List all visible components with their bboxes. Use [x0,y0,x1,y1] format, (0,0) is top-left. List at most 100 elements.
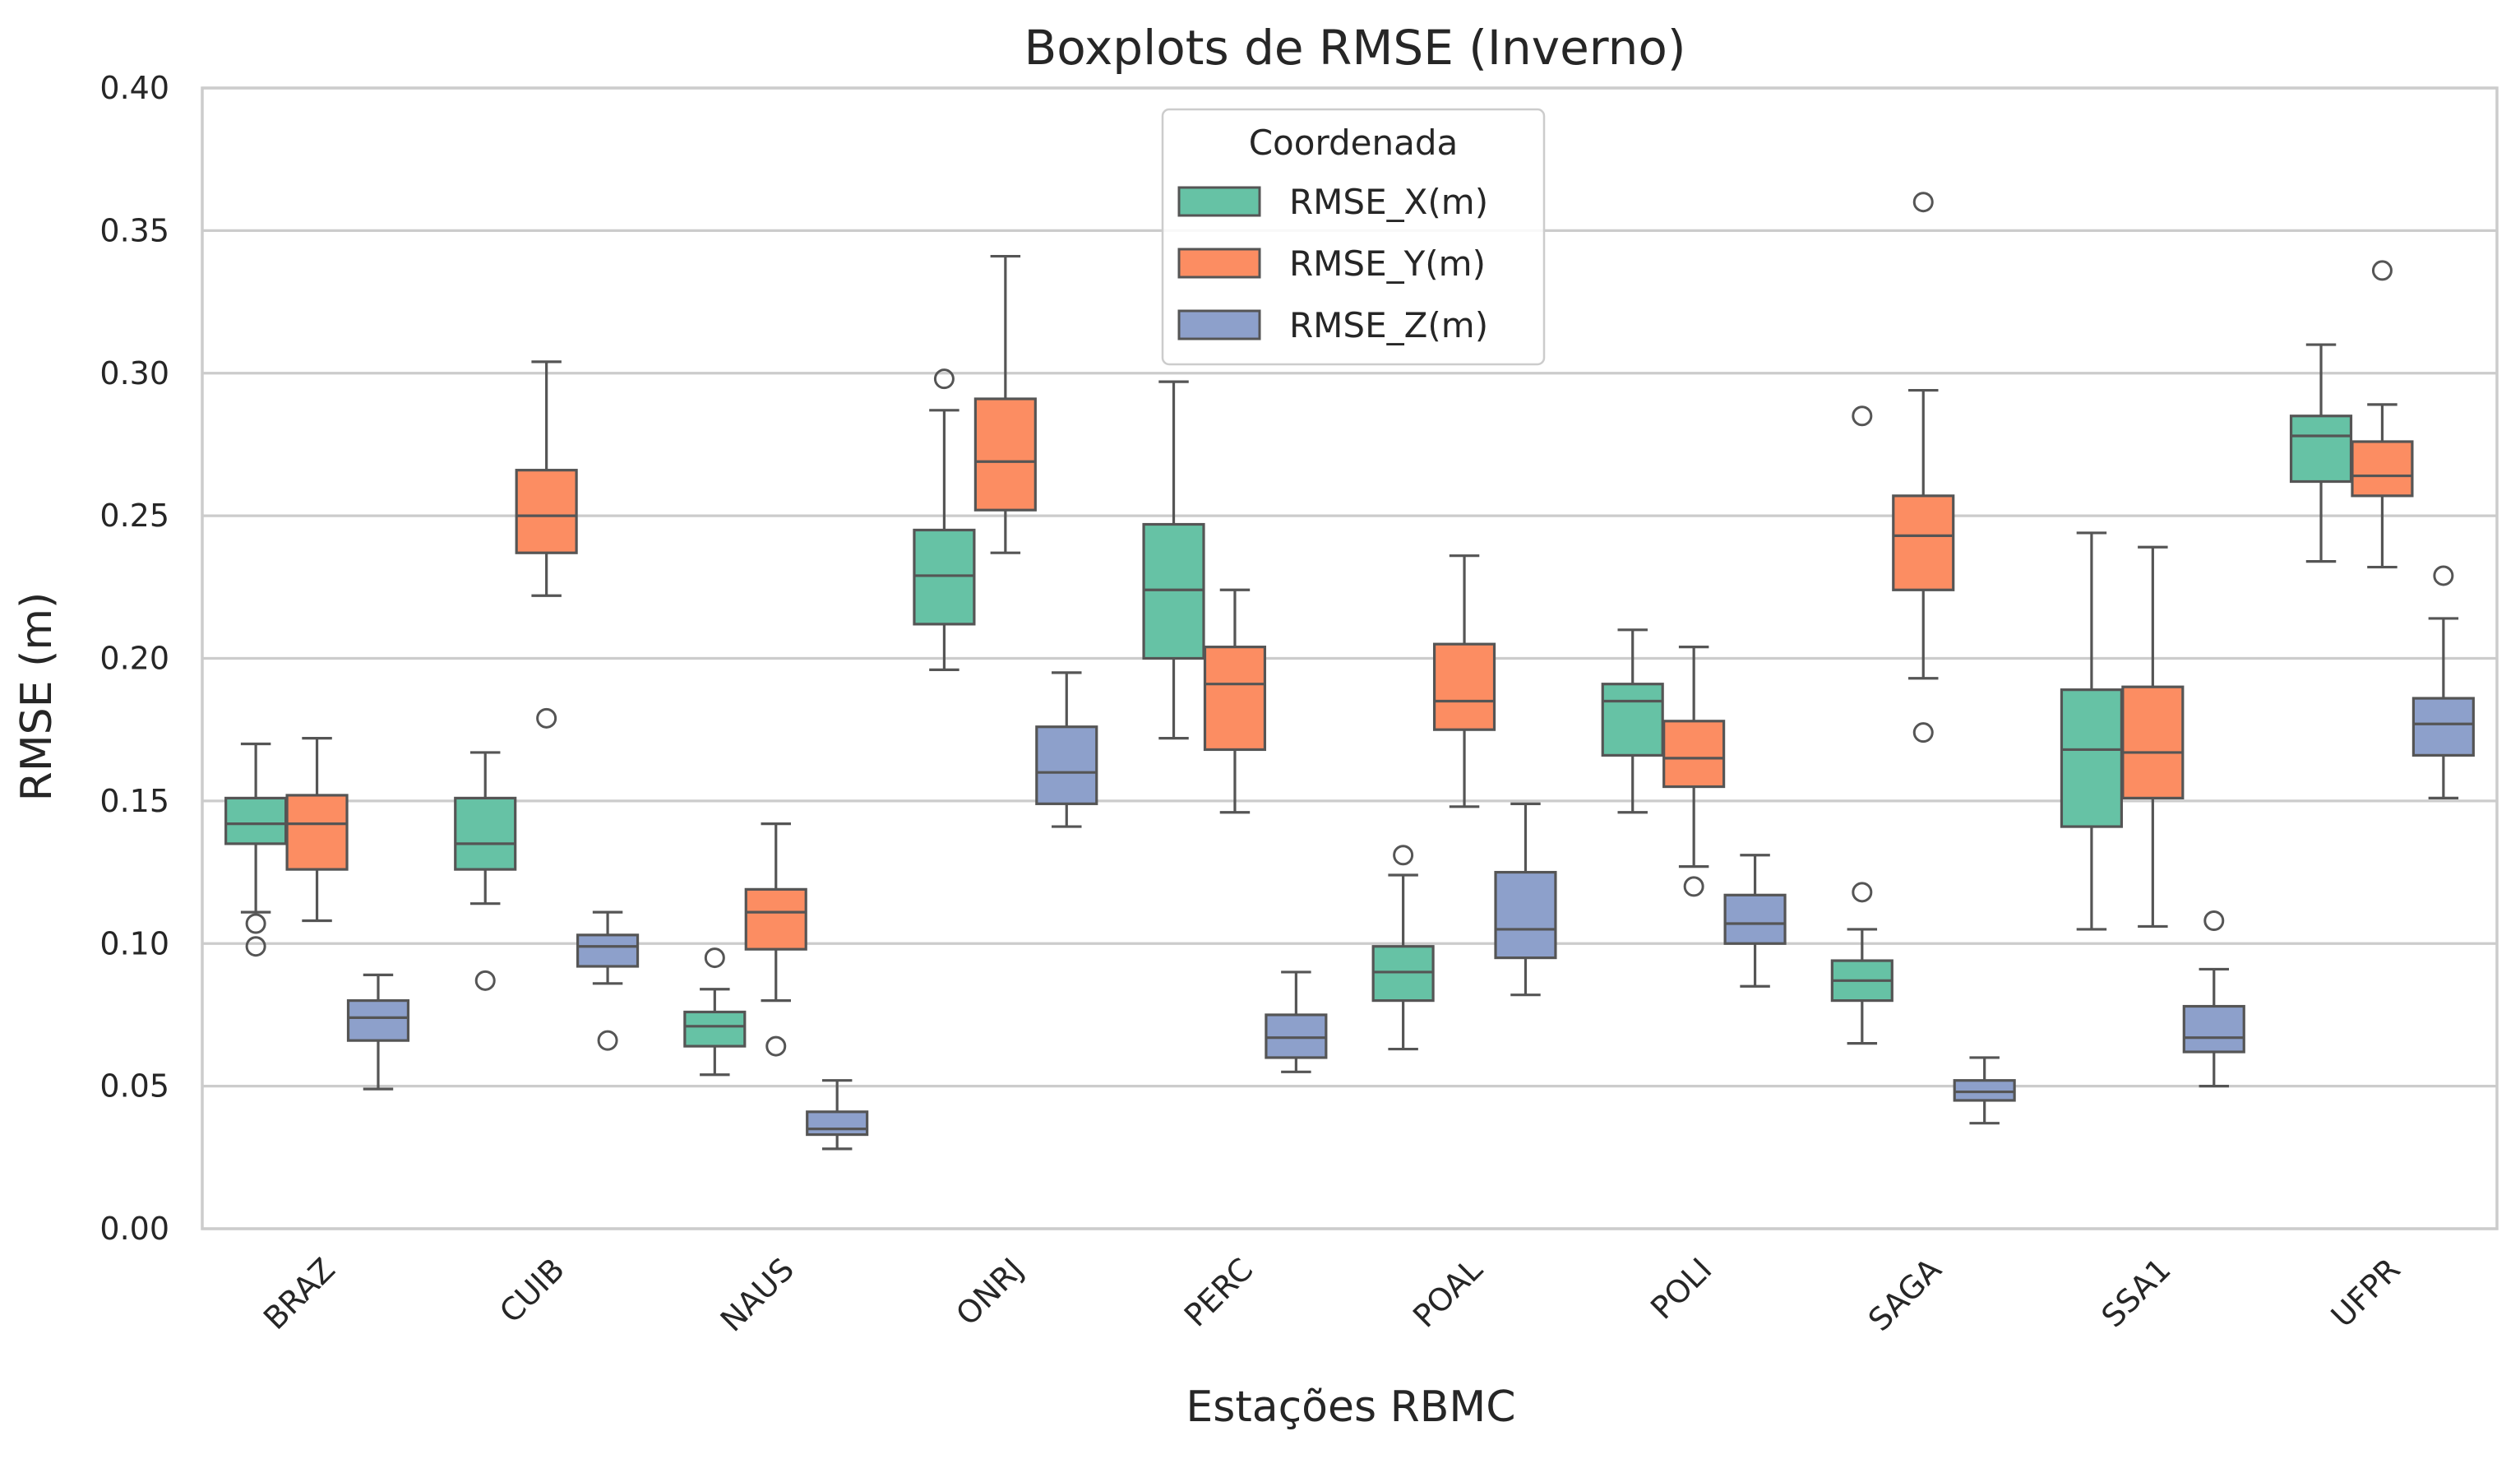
outlier-point [245,936,266,957]
box-body [1601,683,1664,757]
box-body [1432,642,1496,731]
box-body [1142,522,1205,660]
legend-swatch [1177,186,1261,217]
box-saga-2 [1892,192,1955,743]
box-body [744,887,807,951]
legend-swatch [1177,248,1261,279]
legend-swatch [1177,309,1261,340]
outlier-point [536,707,557,729]
box-onrj-1 [913,368,976,671]
box-naus-1 [683,947,747,1077]
y-tick-label: 0.30 [99,355,169,391]
box-body [913,528,976,626]
y-tick-label: 0.40 [99,70,169,106]
box-poal-1 [1371,845,1435,1051]
y-axis-label: RMSE (m) [12,592,62,802]
legend-title: Coordenada [1249,123,1459,163]
legend-frame [1161,108,1546,366]
box-poli-3 [1723,854,1787,988]
y-tick-labels: 0.00 0.05 0.10 0.15 0.20 0.25 0.30 0.35 0.40 [99,70,169,1247]
box-body [2182,1004,2245,1054]
outlier-point [1683,876,1704,897]
box-poli-2 [1662,646,1726,897]
box-poli-1 [1601,628,1664,814]
box-body [2411,697,2475,757]
y-tick-label: 0.15 [99,783,169,819]
box-braz-3 [346,973,410,1091]
outlier-point [933,368,955,390]
outlier-point [1852,405,1873,427]
box-naus-2 [744,822,807,1057]
box-poal-2 [1432,554,1496,808]
box-body [1953,1079,2016,1102]
box-perc-3 [1265,970,1328,1073]
box-body [1371,945,1435,1003]
box-cuib-2 [515,360,578,729]
box-perc-2 [1203,588,1267,814]
box-ssa1-1 [2060,531,2123,931]
legend-label: RMSE_Z(m) [1289,305,1488,345]
box-body [973,397,1037,512]
box-braz-1 [224,742,288,957]
box-body [1203,646,1267,752]
box-body [2351,440,2414,498]
outlier-point [1912,192,1934,213]
box-onrj-2 [973,254,1037,554]
box-body [683,1010,747,1048]
box-body [806,1110,869,1137]
boxes [224,192,2475,1151]
box-ufpr-1 [2289,343,2353,563]
box-body [1265,1013,1328,1059]
box-onrj-3 [1035,671,1098,828]
legend: Coordenada RMSE_X(m) RMSE_Y(m) RMSE_Z(m) [1161,108,1546,366]
box-body [224,796,288,845]
box-saga-1 [1830,405,1893,1045]
box-cuib-3 [576,910,640,1051]
box-body [1892,494,1955,591]
outlier-point [474,970,496,991]
box-body [1035,725,1098,805]
box-naus-3 [806,1079,869,1151]
box-saga-3 [1953,1056,2016,1125]
outlier-point [765,1035,787,1057]
outlier-point [2203,910,2225,932]
y-tick-label: 0.20 [99,641,169,677]
y-tick-label: 0.25 [99,498,169,534]
plot-frame [201,86,2499,1230]
box-cuib-1 [454,751,517,991]
box-ufpr-3 [2411,565,2475,800]
outlier-point [1393,845,1414,866]
box-ufpr-2 [2351,260,2414,569]
legend-label: RMSE_X(m) [1289,182,1488,222]
box-body [285,794,349,871]
box-body [1662,720,1726,789]
y-tick-label: 0.00 [99,1211,169,1247]
outlier-point [597,1030,618,1051]
box-body [1494,870,1557,960]
box-body [2121,685,2185,800]
box-perc-1 [1142,380,1205,740]
outlier-point [704,947,725,969]
box-poal-3 [1494,802,1557,997]
outlier-point [1912,722,1934,743]
y-tick-label: 0.05 [99,1068,169,1105]
box-body [454,796,517,871]
box-braz-2 [285,736,349,923]
outlier-point [2371,260,2393,281]
y-tick-label: 0.10 [99,925,169,961]
legend-label: RMSE_Y(m) [1289,243,1486,284]
y-tick-label: 0.35 [99,212,169,248]
x-axis-label: Estações RBMC [1186,1383,1515,1432]
box-body [346,998,410,1042]
outlier-point [245,913,266,934]
box-ssa1-2 [2121,545,2185,929]
legend-entries: RMSE_X(m) RMSE_Y(m) RMSE_Z(m) [1177,182,1488,345]
box-body [2289,415,2353,484]
box-body [576,933,640,968]
outlier-point [1852,882,1873,903]
box-body [1723,893,1787,945]
box-body [515,469,578,554]
chart-title: Boxplots de RMSE (Inverno) [1024,20,1685,76]
